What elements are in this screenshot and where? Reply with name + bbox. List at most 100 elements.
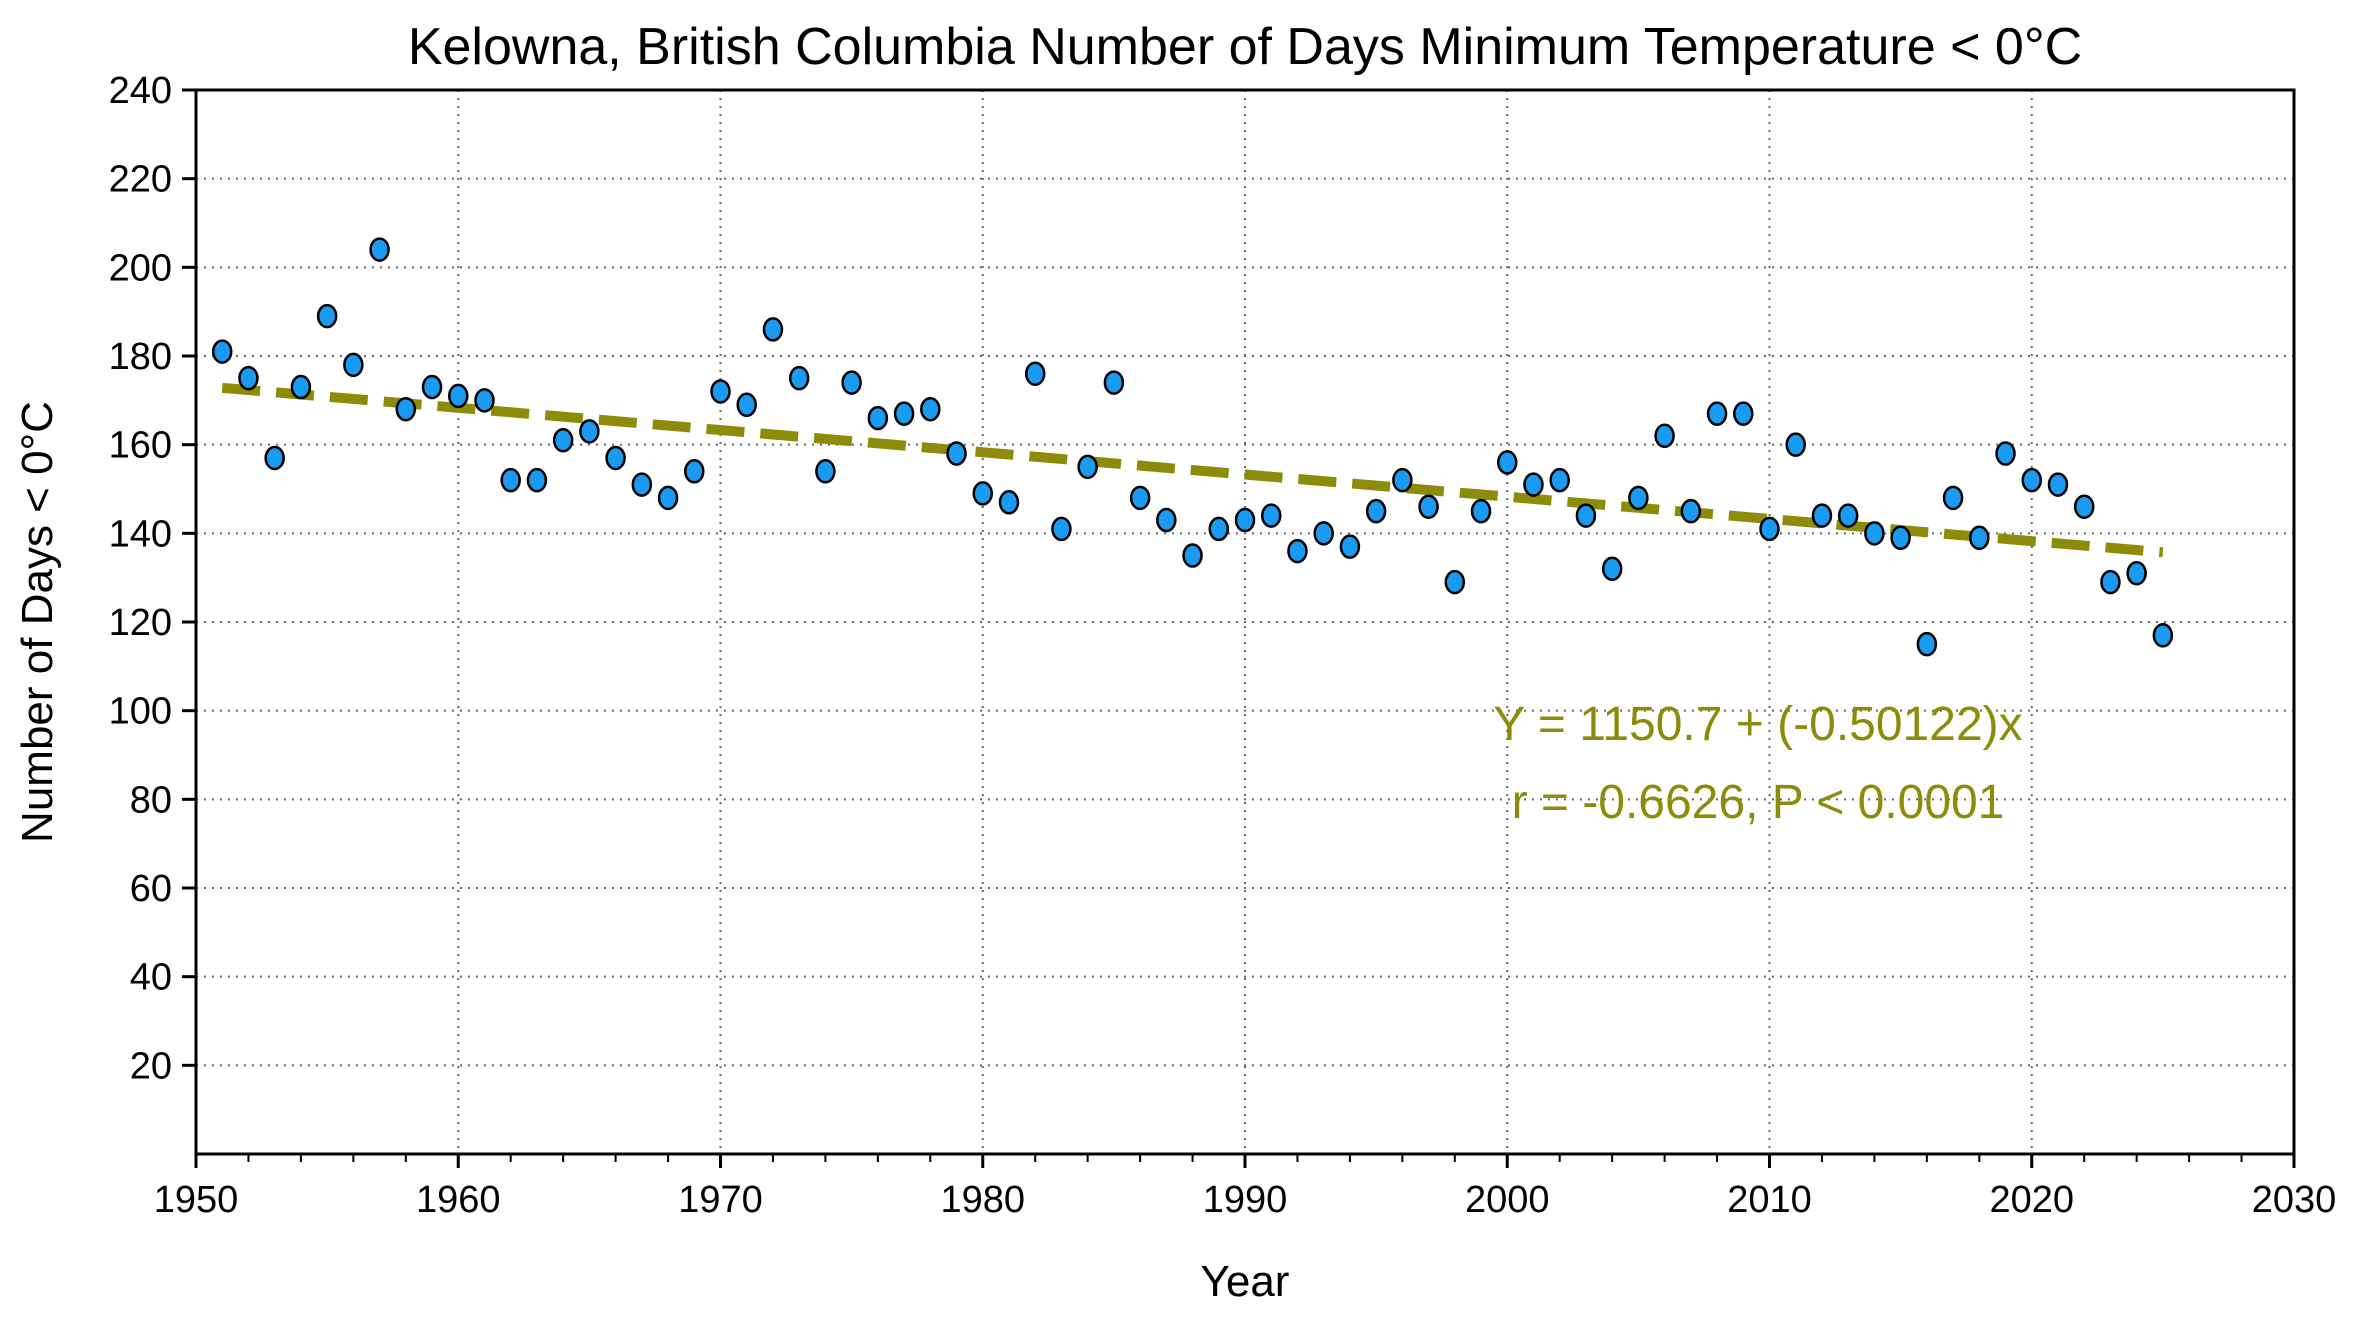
data-point (920, 396, 941, 422)
trend-line (221, 382, 2164, 558)
data-point (1444, 569, 1466, 595)
data-point (1077, 454, 1098, 480)
data-point (1759, 516, 1780, 542)
data-point (1392, 467, 1413, 493)
annotation-equation: Y = 1150.7 + (-0.50122)x (1493, 698, 2022, 751)
y-tick-label: 80 (130, 779, 172, 821)
data-point (1549, 467, 1570, 493)
y-tick-label: 240 (109, 70, 172, 112)
x-tick-label: 1980 (940, 1179, 1025, 1221)
data-point (815, 459, 836, 484)
data-point (316, 303, 338, 329)
data-point (552, 427, 574, 453)
data-point (1234, 507, 1256, 533)
data-point (841, 370, 862, 395)
data-point (946, 441, 967, 466)
x-tick-label: 2030 (2252, 1179, 2337, 1221)
data-point (2047, 472, 2069, 497)
data-point (1313, 521, 1334, 546)
data-point (1208, 516, 1230, 542)
x-tick-label: 2000 (1465, 1179, 1550, 1221)
data-point (526, 467, 548, 493)
data-point (395, 396, 417, 422)
data-point (474, 388, 495, 413)
data-point (1103, 370, 1125, 395)
data-point (893, 401, 915, 426)
data-point (1575, 503, 1597, 528)
data-point (1995, 441, 2016, 466)
data-point (998, 490, 1020, 515)
data-point (1680, 498, 1702, 524)
data-point (1733, 401, 1754, 426)
data-point (684, 459, 705, 484)
x-axis-label: Year (1201, 1257, 1290, 1306)
data-point (2073, 494, 2095, 519)
data-point (579, 419, 600, 444)
data-point (1418, 494, 1439, 519)
data-point (264, 445, 285, 471)
y-tick-label: 160 (109, 425, 172, 467)
data-point (369, 237, 390, 262)
x-tick-label: 1960 (416, 1179, 501, 1221)
data-point (1051, 516, 1072, 542)
data-point (1287, 538, 1308, 564)
x-tick-label: 2010 (1727, 1179, 1812, 1221)
data-point (1942, 485, 1964, 511)
data-point (605, 445, 626, 471)
y-tick-label: 40 (130, 957, 172, 999)
y-tick-label: 200 (109, 247, 172, 289)
data-point (1785, 432, 1806, 457)
data-point (2100, 569, 2121, 595)
data-point (1024, 361, 1046, 386)
x-tick-label: 2020 (1989, 1179, 2074, 1221)
data-point (788, 365, 810, 391)
data-point (1837, 503, 1859, 528)
y-tick-label: 140 (109, 513, 172, 555)
data-point (211, 339, 233, 364)
y-tick-label: 100 (109, 691, 172, 733)
data-point (1182, 543, 1203, 568)
chart-title: Kelowna, British Columbia Number of Days… (408, 18, 2082, 76)
plot-frame (194, 88, 2296, 1156)
data-point (1601, 556, 1623, 582)
data-point (1628, 485, 1649, 511)
data-point (421, 374, 443, 400)
data-point (1969, 525, 1990, 551)
annotation-stats: r = -0.6626, P < 0.0001 (1512, 776, 2005, 829)
data-point (736, 392, 757, 418)
data-point (1497, 450, 1518, 475)
y-tick-label: 180 (109, 336, 172, 378)
data-point (1156, 507, 1177, 533)
data-point (1470, 498, 1492, 524)
data-point (1260, 503, 1282, 528)
data-point (2021, 467, 2042, 493)
data-point (1890, 525, 1911, 551)
data-point (2126, 560, 2147, 586)
data-point (2152, 623, 2174, 648)
x-tick-label: 1970 (678, 1179, 763, 1221)
data-point (972, 481, 993, 506)
data-point (762, 317, 784, 342)
data-point (710, 379, 731, 404)
data-point (867, 405, 889, 431)
data-point (343, 352, 364, 378)
data-point (1864, 521, 1885, 546)
data-point (448, 383, 469, 409)
y-tick-label: 120 (109, 602, 172, 644)
data-point (1706, 401, 1728, 426)
data-point (1654, 423, 1675, 449)
y-tick-label: 20 (130, 1045, 172, 1087)
data-point (631, 472, 653, 497)
data-point (1523, 472, 1544, 497)
y-tick-label: 220 (109, 159, 172, 201)
data-point (500, 467, 521, 493)
x-tick-label: 1950 (154, 1179, 239, 1221)
data-point (1339, 534, 1361, 559)
data-point (238, 365, 259, 391)
data-point (1129, 485, 1151, 511)
data-point (1811, 503, 1833, 528)
y-tick-label: 60 (130, 868, 172, 910)
data-point (1365, 498, 1387, 524)
x-tick-label: 1990 (1203, 1179, 1288, 1221)
